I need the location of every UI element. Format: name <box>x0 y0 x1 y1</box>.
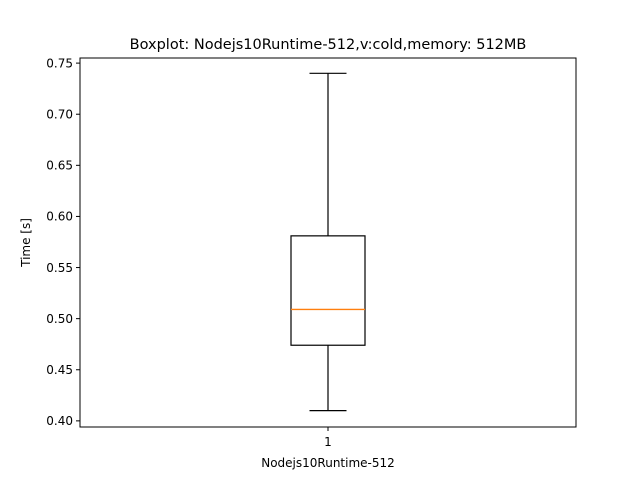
x-tick-label: 1 <box>324 435 332 449</box>
boxes-group <box>290 72 366 412</box>
y-axis-label: Time [s] <box>19 218 33 268</box>
y-tick-label: 0.45 <box>46 363 73 377</box>
y-tick-label: 0.60 <box>46 210 73 224</box>
iqr-box <box>290 235 366 346</box>
x-axis: 1 <box>324 427 332 449</box>
y-tick-label: 0.55 <box>46 261 73 275</box>
y-tick-label: 0.50 <box>46 312 73 326</box>
x-axis-label: Nodejs10Runtime-512 <box>261 456 395 470</box>
chart-title: Boxplot: Nodejs10Runtime-512,v:cold,memo… <box>130 37 527 53</box>
y-tick-label: 0.75 <box>46 56 73 70</box>
y-tick-label: 0.65 <box>46 159 73 173</box>
y-axis: 0.40 0.45 0.50 0.55 0.60 0.65 0.70 0.75 <box>46 56 80 428</box>
y-tick-label: 0.40 <box>46 414 73 428</box>
y-tick-label: 0.70 <box>46 108 73 122</box>
